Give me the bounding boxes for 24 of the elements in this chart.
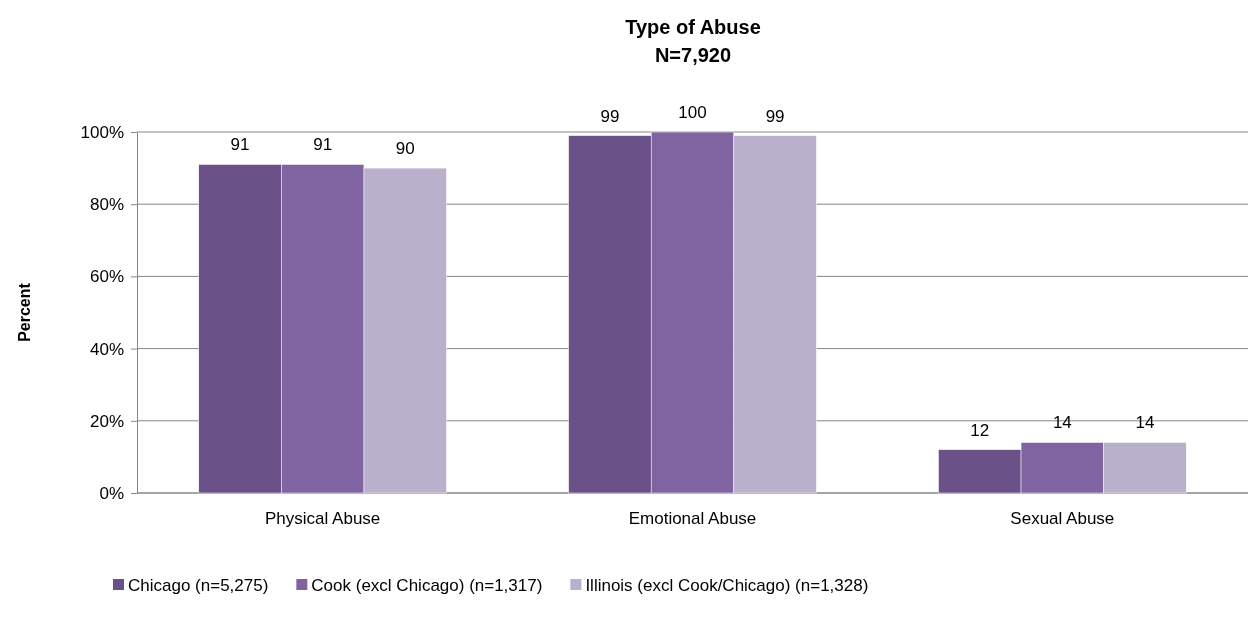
data-label: 99 (600, 106, 620, 126)
y-tick-label: 100% (80, 122, 124, 142)
y-tick-label: 40% (89, 339, 124, 359)
legend-label: Chicago (n=5,275) (128, 576, 269, 595)
y-tick-label: 80% (89, 195, 124, 215)
y-axis-title: Percent (16, 282, 33, 342)
y-tick-label: 0% (99, 483, 124, 503)
data-label: 91 (313, 135, 333, 155)
x-tick-label: Emotional Abuse (628, 509, 757, 528)
data-label: 99 (765, 106, 785, 126)
legend-label: Illinois (excl Cook/Chicago) (n=1,328) (585, 576, 869, 595)
chart-subtitle: N=7,920 (654, 44, 732, 66)
data-label: 12 (970, 420, 990, 440)
y-tick-label: 60% (89, 267, 124, 287)
data-label: 100 (678, 103, 707, 122)
data-label: 90 (395, 139, 415, 159)
data-label: 14 (1135, 413, 1155, 433)
chart-title: Type of Abuse (625, 16, 761, 38)
data-label: 14 (1052, 413, 1072, 433)
y-tick-label: 20% (89, 411, 124, 431)
data-label: 91 (230, 135, 250, 155)
x-tick-label: Sexual Abuse (1010, 509, 1115, 528)
legend-label: Cook (excl Chicago) (n=1,317) (311, 576, 543, 595)
x-tick-label: Physical Abuse (265, 509, 381, 528)
